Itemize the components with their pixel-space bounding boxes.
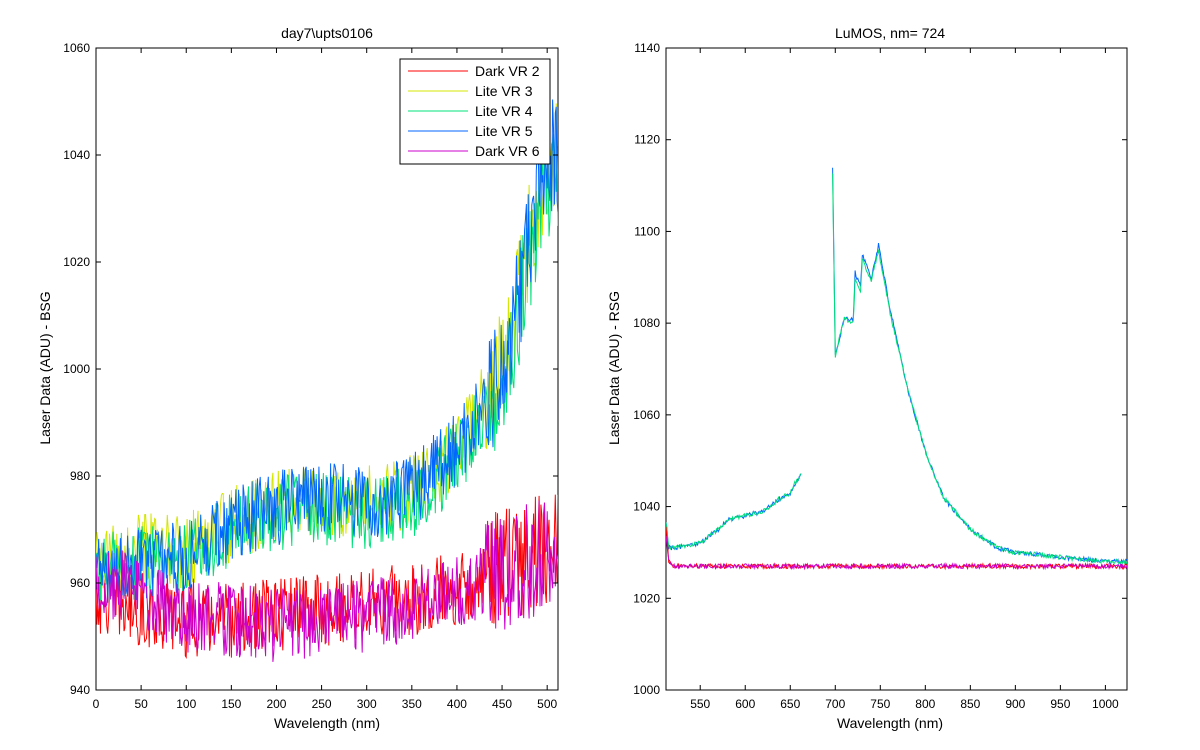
right-y-tick-label: 1040: [633, 500, 660, 514]
left-series-line-5: [96, 494, 558, 662]
left-legend-entry: Lite VR 3: [475, 83, 533, 99]
left-y-tick-label: 1040: [63, 148, 90, 162]
left-series-line-4: [96, 98, 558, 606]
right-y-tick-label: 1140: [634, 41, 660, 55]
left-y-tick-label: 1000: [63, 362, 90, 376]
right-chart-title: LuMOS, nm= 724: [835, 25, 945, 41]
left-legend-entry: Dark VR 2: [475, 63, 540, 79]
right-x-tick-label: 800: [915, 697, 935, 711]
left-x-tick-label: 100: [176, 697, 196, 711]
right-plot-area: [665, 47, 1128, 691]
right-x-tick-label: 550: [690, 697, 710, 711]
right-y-axis-label: Laser Data (ADU) - RSG: [606, 291, 622, 445]
right-y-tick-label: 1020: [633, 591, 660, 605]
left-legend: Dark VR 2 Lite VR 3 Lite VR 4 Lite VR 5 Dark…: [399, 58, 551, 165]
left-x-tick-label: 500: [537, 697, 557, 711]
left-legend-entry: Lite VR 4: [475, 103, 533, 119]
right-x-tick-label: 750: [870, 697, 890, 711]
left-x-tick-label: 200: [266, 697, 286, 711]
left-x-tick-label: 450: [492, 697, 512, 711]
right-y-tick-label: 1060: [633, 408, 660, 422]
right-x-axis-label: Wavelength (nm): [837, 715, 943, 731]
right-x-tick-label: 850: [960, 697, 980, 711]
right-y-tick-label: 1080: [633, 316, 660, 330]
left-x-tick-label: 400: [447, 697, 467, 711]
right-y-tick-label: 1000: [633, 683, 660, 697]
left-x-tick-label: 50: [134, 697, 148, 711]
right-x-tick-label: 700: [825, 697, 845, 711]
left-y-tick-label: 960: [70, 576, 90, 590]
right-x-tick-label: 950: [1050, 697, 1070, 711]
left-x-tick-label: 0: [93, 697, 100, 711]
right-series-line-4: [666, 535, 1127, 571]
left-series-line-3: [96, 133, 558, 601]
left-y-axis-label: Laser Data (ADU) - BSG: [37, 291, 53, 444]
right-x-tick-label: 600: [735, 697, 755, 711]
left-y-tick-label: 940: [70, 683, 90, 697]
left-x-tick-label: 300: [357, 697, 377, 711]
left-chart-title: day7\upts0106: [281, 25, 373, 41]
right-series-group: [666, 167, 1127, 571]
left-x-tick-label: 250: [312, 697, 332, 711]
left-series-group: [96, 98, 558, 662]
right-chart: LuMOS, nm= 724 Wavelength (nm) Laser Dat…: [606, 25, 1128, 731]
right-y-tick-label: 1100: [634, 224, 660, 238]
right-x-tick-label: 1000: [1092, 697, 1119, 711]
left-x-tick-label: 150: [221, 697, 241, 711]
left-y-tick-label: 980: [70, 469, 90, 483]
right-x-tick-label: 650: [780, 697, 800, 711]
left-legend-entry: Lite VR 5: [475, 123, 533, 139]
right-series-line-2: [666, 173, 1127, 566]
right-y-tick-label: 1120: [634, 133, 660, 147]
left-y-tick-label: 1060: [63, 41, 90, 55]
left-x-axis-label: Wavelength (nm): [274, 715, 380, 731]
left-chart: day7\upts0106 Wavelength (nm) Laser Data…: [37, 25, 559, 731]
left-y-tick-label: 1020: [63, 255, 90, 269]
left-legend-entry: Dark VR 6: [475, 143, 540, 159]
right-x-tick-label: 900: [1005, 697, 1025, 711]
left-x-tick-label: 350: [402, 697, 422, 711]
